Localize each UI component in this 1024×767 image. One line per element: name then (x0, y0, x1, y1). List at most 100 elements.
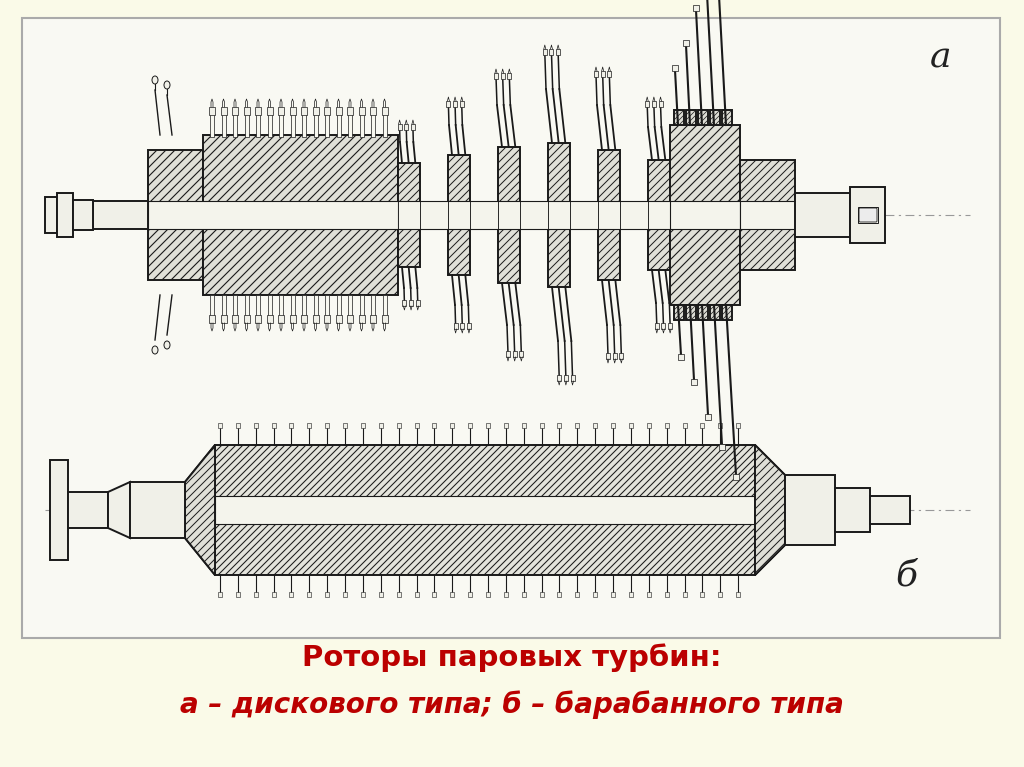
Bar (255, 107, 261, 115)
Ellipse shape (164, 341, 170, 349)
Bar (570, 201, 598, 229)
Bar (520, 201, 548, 229)
Bar (267, 295, 271, 317)
Bar (665, 592, 669, 597)
Bar (266, 107, 272, 115)
Bar (244, 315, 250, 323)
Bar (850, 187, 885, 243)
Bar (411, 124, 415, 130)
Bar (460, 323, 464, 329)
Bar (647, 423, 651, 428)
Bar (93, 201, 148, 229)
Bar (645, 101, 649, 107)
Bar (564, 375, 568, 381)
Bar (370, 315, 376, 323)
Bar (683, 592, 686, 597)
Bar (415, 592, 419, 597)
Bar (245, 295, 249, 317)
Bar (256, 113, 260, 137)
Bar (68, 492, 108, 528)
Bar (254, 423, 258, 428)
Bar (402, 300, 407, 306)
Bar (601, 71, 604, 77)
Polygon shape (755, 445, 785, 575)
Bar (360, 423, 365, 428)
Bar (519, 351, 523, 357)
Bar (522, 592, 525, 597)
Bar (451, 592, 455, 597)
Bar (467, 323, 471, 329)
Bar (668, 323, 672, 329)
Bar (506, 351, 510, 357)
Bar (218, 592, 222, 597)
Text: а: а (930, 41, 951, 75)
Bar (233, 295, 237, 317)
Bar (370, 107, 376, 115)
Bar (691, 379, 697, 385)
Bar (307, 592, 311, 597)
Bar (256, 295, 260, 317)
Bar (504, 423, 508, 428)
Bar (736, 592, 740, 597)
Bar (548, 201, 570, 229)
Bar (371, 113, 375, 137)
Bar (22, 18, 1000, 638)
Bar (449, 201, 470, 229)
Bar (271, 423, 275, 428)
Bar (654, 323, 658, 329)
Bar (210, 113, 214, 137)
Bar (486, 423, 490, 428)
Bar (279, 295, 283, 317)
Bar (662, 323, 666, 329)
Bar (513, 351, 517, 357)
Bar (210, 295, 214, 317)
Bar (130, 482, 185, 538)
Bar (326, 592, 329, 597)
Bar (301, 107, 307, 115)
Bar (278, 315, 284, 323)
Bar (722, 110, 732, 125)
Bar (504, 592, 508, 597)
Bar (383, 295, 386, 317)
Bar (343, 592, 347, 597)
Text: а – дискового типа; б – барабанного типа: а – дискового типа; б – барабанного типа (180, 691, 844, 719)
Bar (620, 201, 648, 229)
Bar (358, 107, 365, 115)
Bar (420, 201, 449, 229)
Bar (710, 305, 720, 320)
Bar (432, 592, 436, 597)
Bar (683, 40, 689, 46)
Ellipse shape (164, 81, 170, 89)
Bar (220, 107, 226, 115)
Bar (785, 475, 835, 545)
Bar (337, 295, 341, 317)
Bar (232, 107, 238, 115)
Bar (870, 496, 910, 524)
Bar (498, 147, 520, 283)
Bar (648, 201, 670, 229)
Bar (302, 295, 306, 317)
Bar (359, 295, 364, 317)
Bar (379, 423, 383, 428)
Bar (347, 107, 353, 115)
Bar (611, 423, 615, 428)
Ellipse shape (152, 346, 158, 354)
Bar (337, 113, 341, 137)
Bar (254, 592, 258, 597)
Bar (245, 113, 249, 137)
Bar (698, 305, 708, 320)
Bar (612, 353, 616, 359)
Bar (594, 71, 598, 77)
Bar (313, 295, 317, 317)
Bar (291, 295, 295, 317)
Bar (398, 163, 420, 267)
Bar (348, 295, 352, 317)
Bar (611, 592, 615, 597)
Bar (302, 113, 306, 137)
Bar (343, 423, 347, 428)
Bar (672, 65, 678, 71)
Bar (575, 592, 580, 597)
Bar (700, 592, 705, 597)
Bar (629, 423, 633, 428)
Text: б: б (895, 559, 918, 593)
